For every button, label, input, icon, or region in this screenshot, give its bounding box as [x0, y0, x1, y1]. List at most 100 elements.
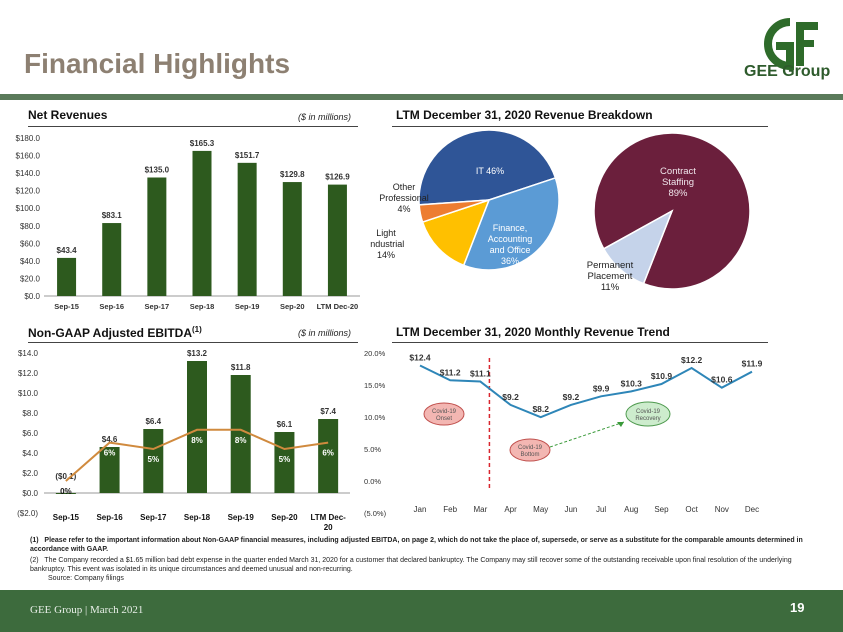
ebitda-bar	[143, 429, 164, 493]
x-tick-label: Sep-16	[99, 302, 124, 311]
y-tick-label: $100.0	[16, 204, 41, 213]
trend-value-label: $11.1	[470, 369, 491, 379]
y-tick-label: $40.0	[20, 257, 41, 266]
trend-value-label: $11.9	[742, 359, 763, 369]
ebitda-title-text: Non-GAAP Adjusted EBITDA	[28, 326, 192, 340]
pie-label-other-professional: Other	[393, 182, 416, 192]
footnote-2-text: The Company recorded a $1.65 million bad…	[30, 557, 792, 573]
recovery-arrow-line	[549, 421, 625, 448]
bar-value-label: $165.3	[190, 139, 215, 148]
x-tick-label: Sep	[654, 505, 669, 514]
margin-label: 8%	[191, 436, 203, 445]
trend-value-label: $9.2	[502, 392, 519, 402]
pie-label-permanent-placement: 11%	[601, 282, 620, 293]
bar-value-label: $43.4	[57, 246, 78, 255]
x-tick-label: Feb	[443, 505, 457, 514]
y2-tick-label: 5.0%	[364, 445, 381, 454]
margin-label: 6%	[322, 449, 334, 458]
footnote-1-marker: (1)	[30, 537, 39, 544]
trend-chart: $12.4 Jan $11.2 Feb $11.1 Mar $9.2 Apr $8.2 May $9…	[409, 353, 763, 514]
trend-rule	[392, 342, 768, 343]
trend-title: LTM December 31, 2020 Monthly Revenue Tr…	[396, 325, 670, 339]
bar-value-label: $126.9	[325, 173, 350, 182]
pie-label-finance: 36%	[501, 256, 519, 266]
x-tick-label: Aug	[624, 505, 638, 514]
pie-slice-finance	[462, 176, 560, 271]
pie-label-permanent-placement: Permanent	[587, 260, 634, 271]
margin-label: 6%	[104, 449, 116, 458]
net-revenues-rule	[28, 126, 358, 127]
y-tick-label: $12.0	[18, 369, 39, 378]
bar-value-label: ($0.1)	[55, 472, 76, 481]
trend-value-label: $12.2	[681, 355, 703, 365]
breakdown-rule	[392, 126, 768, 127]
y-tick-label: $20.0	[20, 274, 41, 283]
y-tick-label: $6.0	[22, 429, 38, 438]
page-title: Financial Highlights	[24, 48, 291, 79]
x-tick-label: 20	[324, 523, 333, 532]
pie-label-finance: Finance,	[493, 223, 528, 233]
y-tick-label: $2.0	[22, 469, 38, 478]
covid-recovery-label: Covid-19	[636, 409, 661, 415]
trend-value-label: $10.3	[621, 378, 643, 388]
bar-value-label: $83.1	[102, 211, 123, 220]
x-tick-label: Sep-17	[140, 513, 167, 522]
x-tick-label: May	[533, 505, 548, 514]
y-tick-label: $80.0	[20, 222, 41, 231]
bar-value-label: $129.8	[280, 170, 305, 179]
pie-label-contract-staffing: Contract	[660, 166, 696, 177]
margin-label: 5%	[148, 455, 160, 464]
bar-value-label: $4.6	[102, 435, 118, 444]
x-tick-label: Sep-19	[235, 302, 260, 311]
trend-value-label: $9.2	[563, 392, 580, 402]
net-revenues-unit: ($ in millions)	[298, 112, 352, 122]
trend-value-label: $10.6	[711, 375, 733, 385]
x-tick-label: Sep-18	[184, 513, 211, 522]
revenue-bar	[147, 177, 167, 296]
y-tick-label: $120.0	[16, 187, 41, 196]
x-tick-label: Sep-18	[190, 302, 215, 311]
y-tick-label: $4.0	[22, 449, 38, 458]
revenue-bar	[237, 162, 257, 296]
covid-recovery-bubble	[625, 401, 671, 427]
pie-label-light-industrial: Light	[376, 228, 396, 238]
trend-line	[419, 364, 753, 419]
footnote-1: (1) Please refer to the important inform…	[30, 536, 810, 554]
pie-label-other-professional: Professional	[379, 193, 429, 203]
x-tick-label: Sep-17	[145, 302, 170, 311]
margin-label: 8%	[235, 436, 247, 445]
footer-text: GEE Group | March 2021	[30, 604, 144, 616]
revenue-bar	[327, 184, 347, 296]
trend-value-label: $10.9	[651, 371, 673, 381]
source-note: Source: Company filings	[48, 575, 124, 582]
bar-value-label: $151.7	[235, 151, 260, 160]
y2-tick-label: 20.0%	[364, 349, 386, 358]
net-revenues-chart: $0.0 $20.0 $40.0 $60.0 $80.0 $100.0 $120.0 $140…	[16, 134, 360, 311]
ebitda-bar	[55, 493, 76, 494]
footnote-1-text: Please refer to the important informatio…	[30, 537, 803, 553]
net-revenues-title: Net Revenues	[28, 108, 108, 122]
pie-label-contract-staffing: 89%	[668, 188, 688, 199]
bar-value-label: $6.4	[145, 417, 161, 426]
ebitda-chart: ($2.0) $0.0 $2.0 $4.0 $6.0 $8.0 $10.0 $12.0 $14.…	[17, 349, 386, 532]
bar-value-label: $7.4	[320, 407, 336, 416]
x-tick-label: LTM Dec-	[310, 513, 346, 522]
pie-label-finance: and Office	[490, 245, 531, 255]
pie-slice-permanent-placement	[602, 209, 674, 285]
footnote-2: (2) The Company recorded a $1.65 million…	[30, 556, 810, 574]
x-tick-label: Jun	[564, 505, 577, 514]
x-tick-label: Dec	[745, 505, 759, 514]
ebitda-bar	[318, 419, 339, 493]
ebitda-title: Non-GAAP Adjusted EBITDA(1)	[28, 325, 202, 340]
gee-logo-icon	[764, 18, 818, 71]
y-tick-label: $160.0	[16, 152, 41, 161]
y-tick-label: $8.0	[22, 409, 38, 418]
y-tick-label: $0.0	[22, 489, 38, 498]
covid-onset-bubble	[423, 402, 465, 426]
y-tick-label: $60.0	[20, 239, 41, 248]
pie-slice-it	[418, 129, 557, 206]
pie-label-light-industrial: 14%	[377, 250, 395, 260]
ebitda-bar	[187, 361, 207, 493]
x-tick-label: Sep-15	[54, 302, 79, 311]
